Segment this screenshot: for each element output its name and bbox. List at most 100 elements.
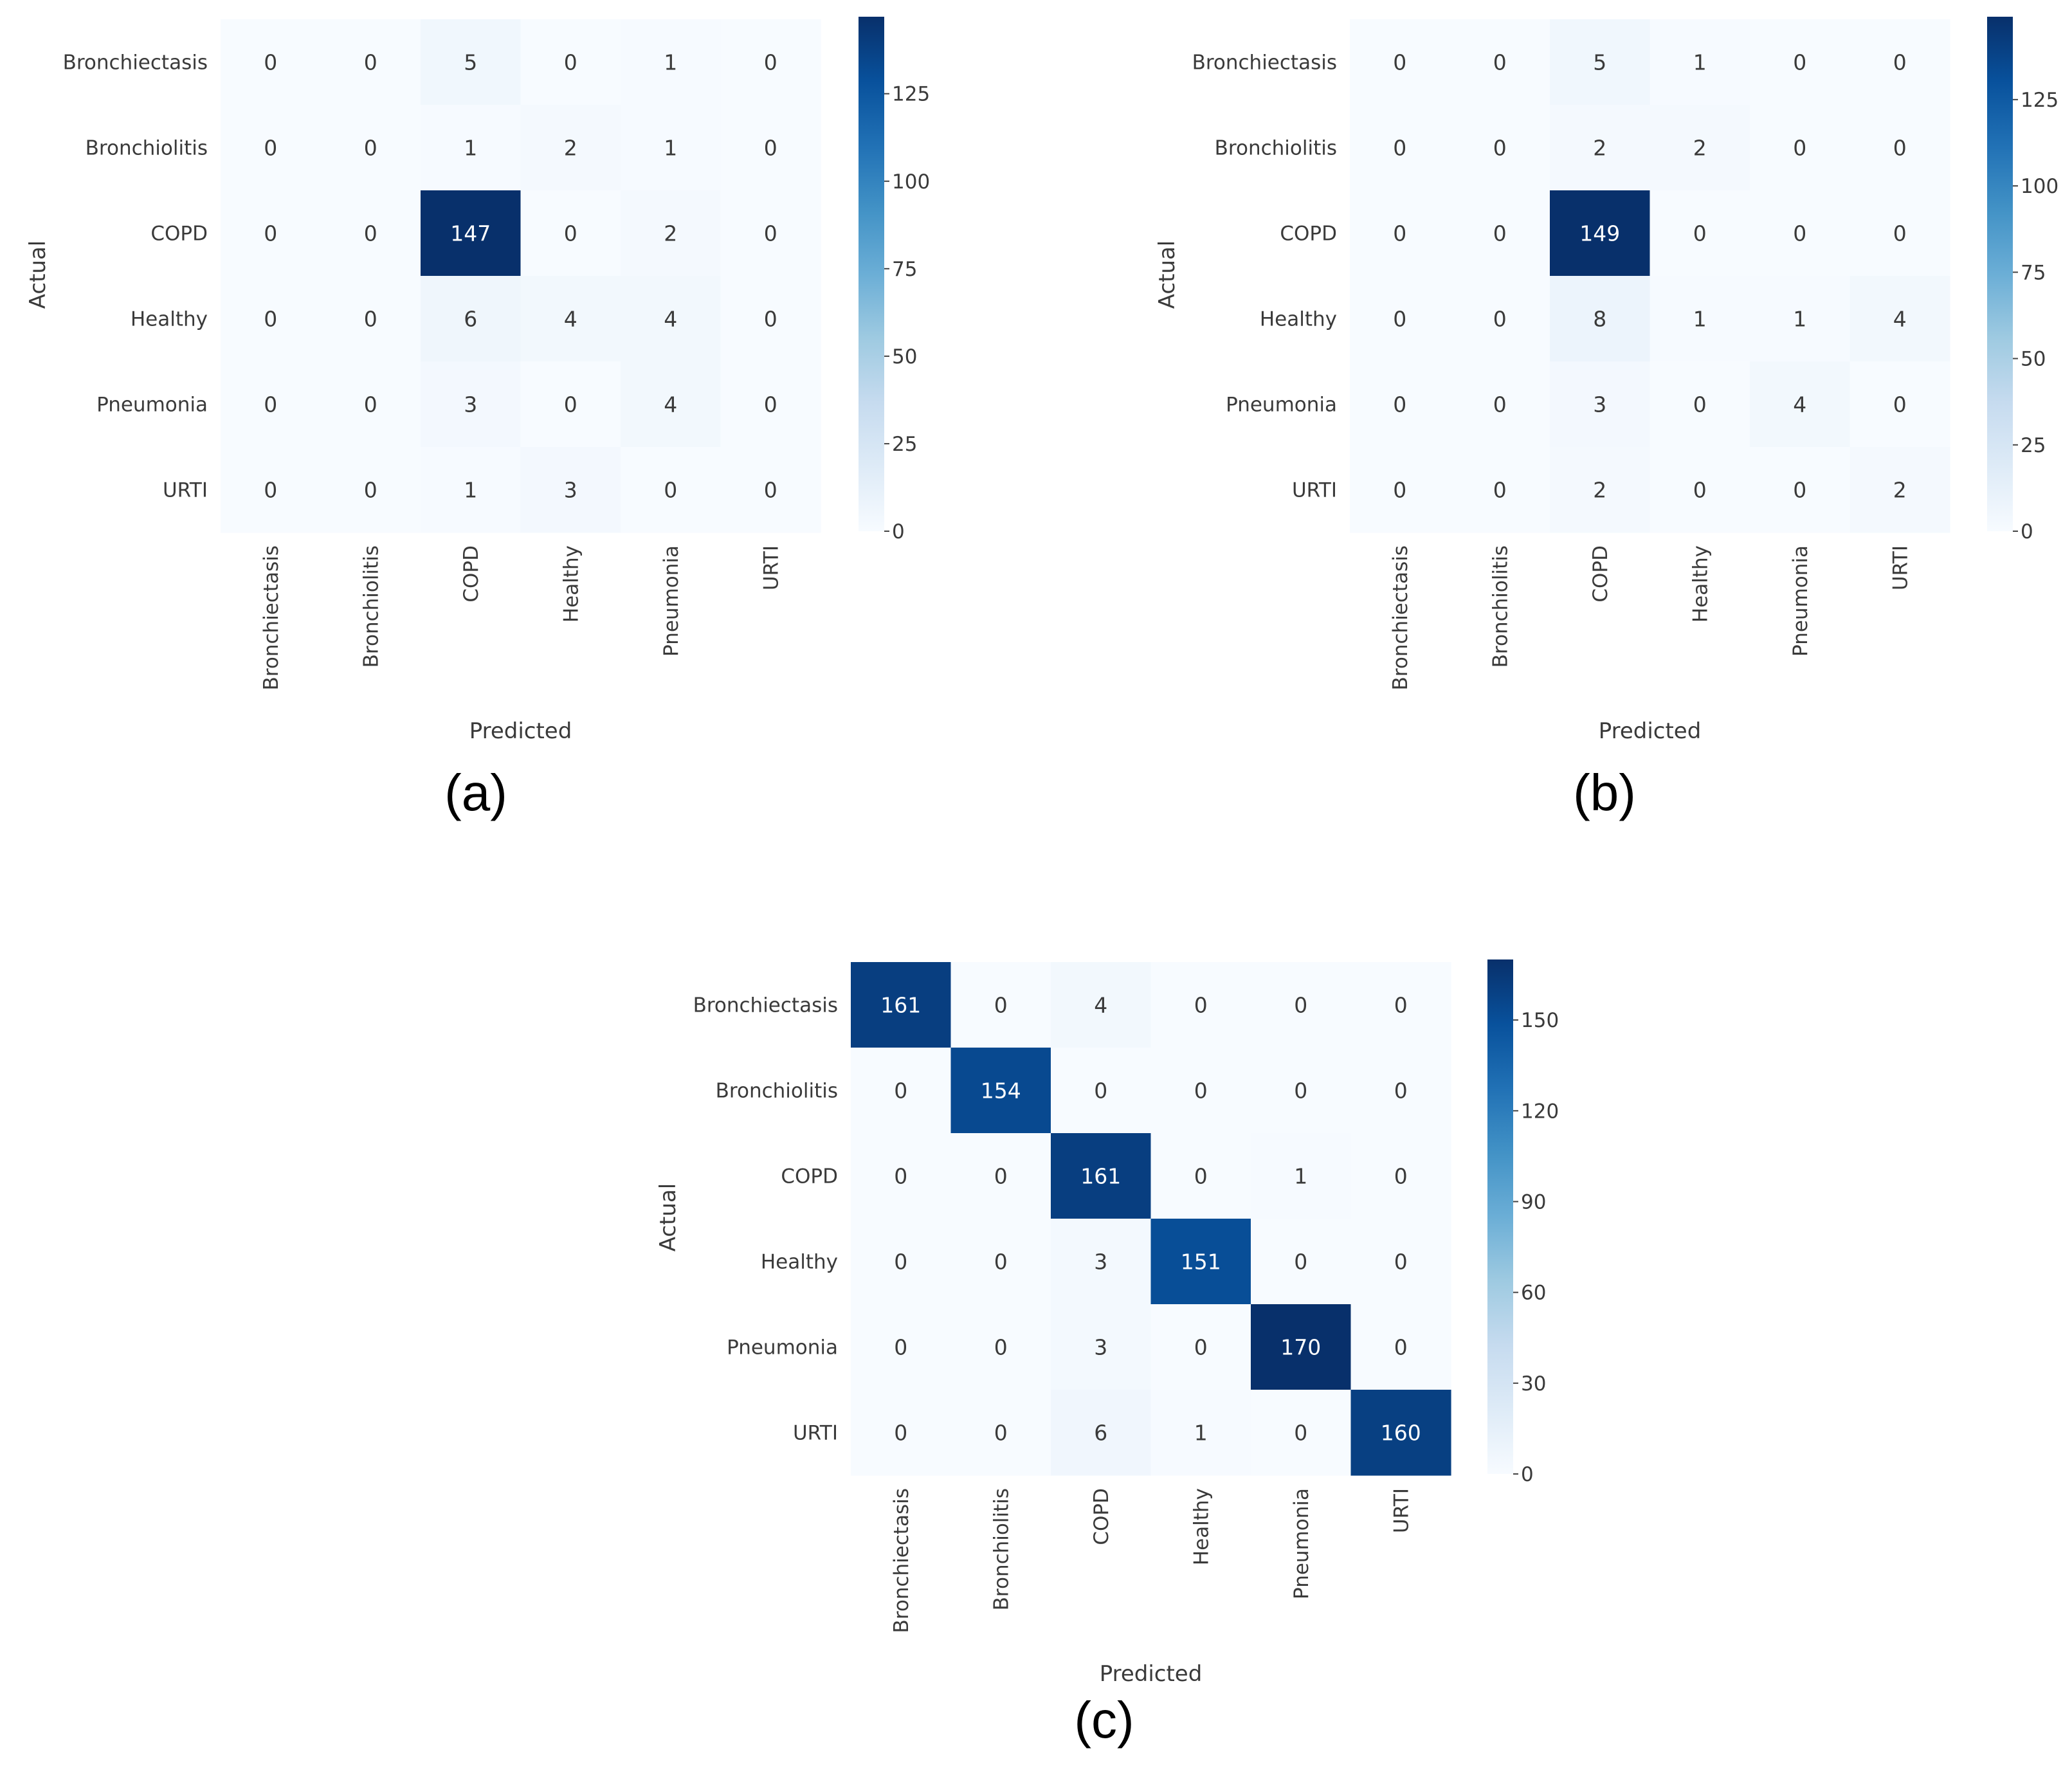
cell-value-label: 161 bbox=[1080, 1164, 1121, 1189]
x-tick-label: COPD bbox=[460, 545, 483, 603]
heatmap-panel-1: 0 0 5 0 1 00 0 1 2 1 00 0 147 0 2 00 0 6 4 4 00 0 3 0 4 00 0 1 3 0 0Br… bbox=[25, 17, 930, 821]
heatmap-cell bbox=[1150, 962, 1251, 1048]
heatmap-cell bbox=[1150, 1304, 1251, 1390]
heatmap-cell bbox=[1051, 1219, 1152, 1305]
heatmap-cell bbox=[851, 1219, 952, 1305]
heatmap-cell bbox=[221, 190, 322, 277]
heatmap-cell bbox=[1649, 105, 1750, 191]
heatmap-cell bbox=[1550, 361, 1651, 448]
cell-value-label: 154 bbox=[981, 1078, 1021, 1104]
cell-value-label: 0 bbox=[764, 50, 777, 75]
heatmap-cell bbox=[320, 447, 421, 533]
cell-value-label: 0 bbox=[264, 392, 277, 417]
heatmap-cell bbox=[621, 276, 722, 362]
y-tick-label: Bronchiolitis bbox=[1215, 137, 1337, 160]
cell-value-label: 3 bbox=[1094, 1335, 1107, 1360]
cell-value-label: 0 bbox=[1793, 136, 1806, 161]
cell-value-label: 0 bbox=[1394, 1250, 1408, 1275]
panel-caption: (b) bbox=[1573, 764, 1636, 821]
heatmap-cell bbox=[1449, 447, 1550, 533]
heatmap-cell bbox=[1849, 105, 1950, 191]
heatmap-cell bbox=[320, 361, 421, 448]
cell-value-label: 0 bbox=[1294, 1250, 1307, 1275]
cell-value-label: 0 bbox=[1893, 136, 1907, 161]
heatmap-cell bbox=[1350, 1304, 1451, 1390]
cell-value-label: 8 bbox=[1593, 307, 1606, 332]
cell-value-label: 0 bbox=[564, 392, 577, 417]
cell-value-label: 0 bbox=[364, 221, 377, 246]
colorbar-tick-label: 125 bbox=[2021, 89, 2058, 112]
colorbar-tick-label: 25 bbox=[892, 433, 917, 456]
cell-value-label: 0 bbox=[1493, 392, 1507, 417]
y-tick-label: Healthy bbox=[1260, 308, 1337, 331]
heatmap-cell bbox=[520, 361, 621, 448]
x-tick-label: URTI bbox=[759, 545, 783, 590]
cell-value-label: 4 bbox=[664, 307, 677, 332]
heatmap-cell bbox=[520, 19, 621, 105]
panel-caption: (c) bbox=[1074, 1691, 1134, 1749]
heatmap-cell bbox=[950, 1304, 1051, 1390]
x-axis-label: Predicted bbox=[1599, 718, 1702, 744]
cell-value-label: 1 bbox=[1693, 50, 1707, 75]
x-tick-label: Bronchiolitis bbox=[359, 545, 383, 668]
heatmap-cell bbox=[950, 962, 1051, 1048]
cell-value-label: 2 bbox=[564, 136, 577, 161]
y-tick-label: Bronchiectasis bbox=[63, 51, 208, 75]
y-tick-label: Pneumonia bbox=[727, 1336, 838, 1359]
cell-value-label: 2 bbox=[1593, 136, 1606, 161]
heatmap-cell bbox=[1350, 1219, 1451, 1305]
heatmap-cell bbox=[1350, 447, 1451, 533]
y-tick-label: Pneumonia bbox=[1226, 394, 1337, 417]
heatmap-panel-2: 0 0 5 1 0 00 0 2 2 0 00 0 149 0 0 00 0 8 1 1 40 0 3 0 4 00 0 2 0 0 2Br… bbox=[1154, 17, 2058, 821]
cell-value-label: 4 bbox=[1793, 392, 1806, 417]
heatmap-cell bbox=[1150, 1219, 1251, 1305]
y-tick-label: Pneumonia bbox=[96, 394, 208, 417]
colorbar bbox=[859, 17, 884, 531]
cell-value-label: 0 bbox=[564, 50, 577, 75]
heatmap-cell bbox=[1350, 361, 1451, 448]
cell-value-label: 0 bbox=[894, 1250, 907, 1275]
heatmap-cell bbox=[720, 190, 821, 277]
cell-value-label: 0 bbox=[994, 1421, 1008, 1446]
heatmap-cell bbox=[950, 1133, 1051, 1219]
cell-value-label: 1 bbox=[1693, 307, 1707, 332]
cell-value-label: 2 bbox=[664, 221, 677, 246]
cell-value-label: 5 bbox=[1593, 50, 1606, 75]
cell-value-label: 0 bbox=[1693, 392, 1707, 417]
cell-value-label: 1 bbox=[464, 478, 477, 503]
heatmap-cell bbox=[1649, 361, 1750, 448]
cell-value-label: 1 bbox=[1793, 307, 1806, 332]
heatmap-cell bbox=[621, 19, 722, 105]
x-tick-label: URTI bbox=[1390, 1488, 1413, 1533]
cell-value-label: 0 bbox=[764, 392, 777, 417]
x-tick-label: Healthy bbox=[1190, 1488, 1213, 1565]
heatmap-cell bbox=[1449, 190, 1550, 277]
cell-value-label: 4 bbox=[664, 392, 677, 417]
x-tick-label: Healthy bbox=[1689, 545, 1712, 623]
y-tick-label: URTI bbox=[793, 1422, 838, 1445]
colorbar-tick-label: 100 bbox=[892, 170, 930, 194]
heatmap-cell bbox=[1550, 190, 1651, 277]
heatmap-cell bbox=[1350, 962, 1451, 1048]
cell-value-label: 0 bbox=[1194, 1078, 1208, 1104]
cell-value-label: 3 bbox=[464, 392, 477, 417]
heatmap-cell bbox=[221, 19, 322, 105]
cell-value-label: 0 bbox=[1893, 50, 1907, 75]
heatmap-cell bbox=[421, 361, 522, 448]
heatmap-cell bbox=[621, 447, 722, 533]
heatmap-cell bbox=[520, 276, 621, 362]
panel-caption: (a) bbox=[444, 764, 507, 821]
y-tick-label: Healthy bbox=[131, 308, 208, 331]
heatmap-cell bbox=[520, 105, 621, 191]
cell-value-label: 0 bbox=[264, 50, 277, 75]
colorbar-tick-label: 30 bbox=[1521, 1372, 1546, 1396]
heatmap-cell bbox=[221, 105, 322, 191]
cell-value-label: 0 bbox=[264, 221, 277, 246]
cell-value-label: 0 bbox=[1294, 993, 1307, 1018]
heatmap-cell bbox=[621, 190, 722, 277]
cell-value-label: 6 bbox=[1094, 1421, 1107, 1446]
heatmap-cell bbox=[1750, 105, 1851, 191]
cell-value-label: 4 bbox=[564, 307, 577, 332]
colorbar-tick-label: 0 bbox=[892, 520, 905, 543]
